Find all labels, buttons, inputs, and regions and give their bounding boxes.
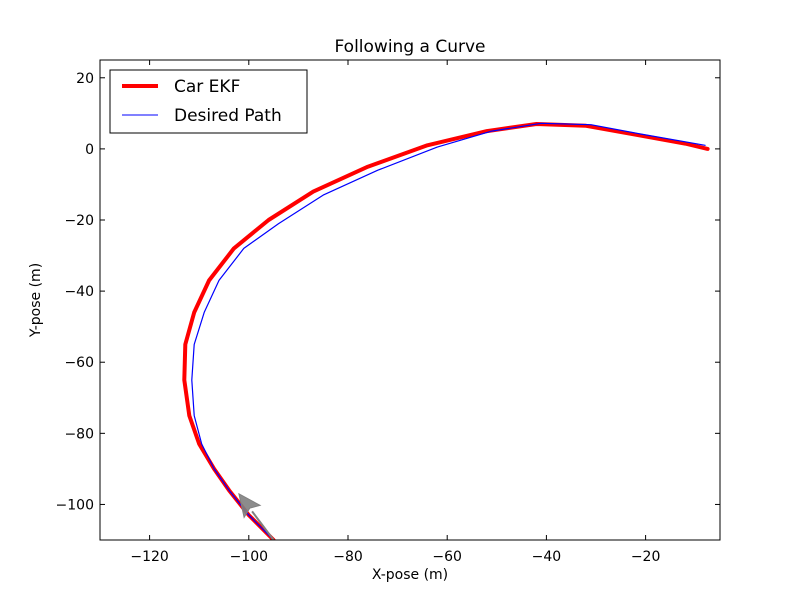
tick-layer: −120 −100 −80 −60 −40 −20 20 0 −20 −40 −60 −80 −100 xyxy=(56,60,720,565)
y-axis-label: Y-pose (m) xyxy=(28,263,44,338)
x-tick-label: −60 xyxy=(432,549,462,565)
y-tick-label: −20 xyxy=(64,213,94,229)
y-tick-label: −100 xyxy=(56,497,94,513)
x-axis-label: X-pose (m) xyxy=(372,567,448,583)
plot-area: −120 −100 −80 −60 −40 −20 20 0 −20 −40 −60 −80 −100 xyxy=(56,59,721,565)
y-tick-label: −60 xyxy=(64,355,94,371)
annotation-layer xyxy=(238,492,275,540)
series-layer xyxy=(182,122,710,540)
x-tick-label: −100 xyxy=(230,549,268,565)
legend: Car EKF Desired Path xyxy=(109,69,308,134)
heading-arrow-icon xyxy=(238,492,262,519)
series-line-car-ekf xyxy=(182,122,710,540)
y-tick-label: 20 xyxy=(76,71,94,87)
y-tick-label: −40 xyxy=(64,284,94,300)
x-tick-label: −80 xyxy=(333,549,363,565)
legend-box xyxy=(109,69,308,134)
x-tick-label: −40 xyxy=(532,549,562,565)
x-tick-label: −20 xyxy=(631,549,661,565)
y-tick-label: −80 xyxy=(64,426,94,442)
y-tick-label: 0 xyxy=(85,142,94,158)
legend-label-desired-path: Desired Path xyxy=(174,106,282,126)
x-tick-label: −120 xyxy=(130,549,168,565)
series-line-desired-path xyxy=(191,122,706,540)
legend-label-car-ekf: Car EKF xyxy=(174,77,240,97)
chart-title: Following a Curve xyxy=(335,37,486,57)
heading-arrow-shaft xyxy=(251,510,275,540)
plot-frame xyxy=(99,59,721,541)
